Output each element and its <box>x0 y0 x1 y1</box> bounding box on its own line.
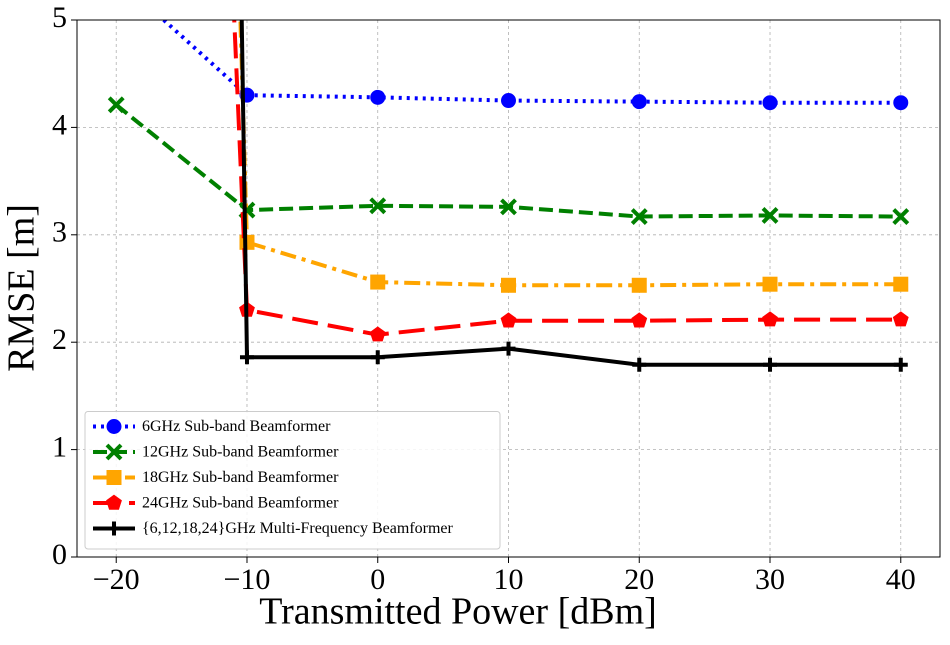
marker <box>630 208 648 225</box>
legend-marker <box>105 443 123 461</box>
x-tick-label: −10 <box>224 563 271 596</box>
plot-area <box>107 20 910 372</box>
legend-label: 12GHz Sub-band Beamformer <box>142 444 339 461</box>
y-tick-label: 2 <box>52 323 67 356</box>
marker <box>370 350 385 365</box>
y-tick-label: 5 <box>52 1 67 34</box>
y-tick-label: 3 <box>52 216 67 249</box>
y-tick-label: 1 <box>52 430 67 463</box>
marker <box>369 326 386 342</box>
legend-marker <box>106 419 122 434</box>
marker <box>501 341 516 356</box>
y-tick-label: 0 <box>52 538 67 571</box>
plot-frame <box>76 19 941 558</box>
marker <box>762 276 778 292</box>
marker <box>500 198 517 216</box>
marker <box>631 277 647 293</box>
marker <box>631 94 647 110</box>
legend-marker <box>107 521 121 536</box>
legend-label: 18GHz Sub-band Beamformer <box>142 469 339 486</box>
marker <box>763 357 778 372</box>
x-tick-label: 40 <box>886 563 916 596</box>
marker <box>370 89 386 105</box>
marker <box>632 357 647 372</box>
legend-label: 24GHz Sub-band Beamformer <box>142 495 339 512</box>
marker <box>370 274 386 290</box>
marker <box>762 95 778 111</box>
marker <box>369 197 387 215</box>
marker <box>500 312 517 328</box>
y-tick-label: 4 <box>52 108 67 141</box>
legend-label: 6GHz Sub-band Beamformer <box>142 418 331 435</box>
marker <box>892 311 909 327</box>
legend-marker <box>106 494 122 510</box>
marker <box>893 357 908 372</box>
marker <box>761 207 779 224</box>
marker <box>239 350 254 365</box>
x-tick-label: 0 <box>370 563 385 596</box>
legend-box <box>84 411 501 550</box>
y-axis-label: RMSE [m] <box>1 204 43 372</box>
marker <box>762 311 778 327</box>
marker <box>107 96 125 114</box>
x-tick-label: −20 <box>93 563 140 596</box>
x-tick-label: 30 <box>755 563 785 596</box>
marker <box>892 208 910 225</box>
marker <box>501 277 516 293</box>
marker <box>893 95 909 111</box>
x-tick-label: 10 <box>494 563 524 596</box>
marker <box>501 93 516 109</box>
legend-label: {6,12,18,24}GHz Multi-Frequency Beamform… <box>142 520 454 537</box>
marker <box>893 276 909 292</box>
legend-marker <box>106 470 122 485</box>
x-tick-label: 20 <box>624 563 654 596</box>
x-axis-label: Transmitted Power [dBm] <box>259 591 657 633</box>
marker <box>631 312 648 328</box>
